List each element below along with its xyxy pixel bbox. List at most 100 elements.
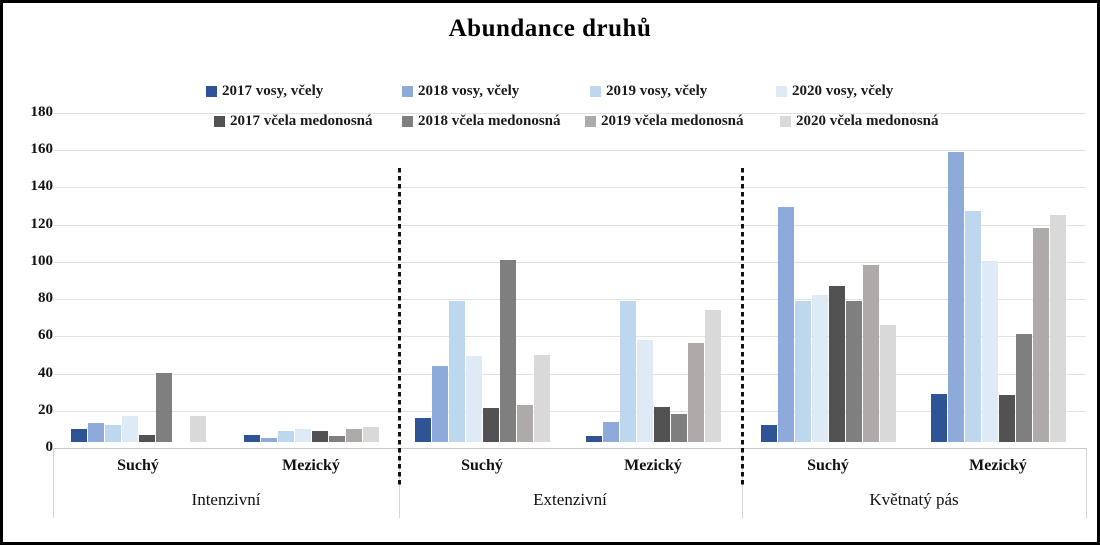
bar: [329, 436, 345, 442]
bar-cluster-květnatý-pás-suchý: [761, 96, 896, 442]
category-label: Suchý: [461, 457, 503, 474]
bar: [863, 265, 879, 442]
group-label: Intenzivní: [191, 490, 261, 509]
bar: [671, 414, 687, 442]
gridline: [53, 224, 1086, 226]
y-axis-tick-label: 100: [30, 252, 54, 269]
bar: [948, 152, 964, 442]
axis-band-border: [1086, 448, 1087, 518]
bar: [88, 423, 104, 442]
legend-swatch-icon: [776, 85, 787, 97]
y-axis-tick-label: 160: [30, 141, 54, 158]
bar: [517, 405, 533, 442]
bar: [415, 418, 431, 442]
legend-label: 2018 vosy, včely: [418, 82, 520, 99]
y-axis-tick-label: 140: [30, 178, 54, 195]
gridline: [53, 150, 1086, 152]
legend-swatch-icon: [206, 85, 217, 97]
bar: [278, 431, 294, 442]
bar: [1050, 215, 1066, 442]
bar: [71, 429, 87, 442]
legend-swatch-icon: [585, 115, 596, 127]
bar: [449, 301, 465, 442]
bar: [778, 207, 794, 442]
legend-label: 2017 včela medonosná: [230, 112, 373, 129]
legend-swatch-icon: [780, 115, 791, 127]
legend-label: 2018 včela medonosná: [418, 112, 561, 129]
legend-label: 2017 vosy, včely: [222, 82, 324, 99]
bar: [534, 355, 550, 442]
group-label: Extenzivní: [533, 490, 607, 509]
legend-label: 2020 vosy, včely: [792, 82, 894, 99]
bar: [705, 310, 721, 442]
gridline: [53, 410, 1086, 412]
gridline: [53, 261, 1086, 263]
bar: [931, 394, 947, 442]
y-axis-tick-label: 20: [38, 401, 53, 418]
bar: [999, 395, 1015, 442]
bar: [982, 261, 998, 442]
bar: [795, 301, 811, 442]
legend-label: 2019 včela medonosná: [601, 112, 744, 129]
y-axis-tick-label: 180: [30, 104, 54, 120]
y-axis-tick-label: 40: [38, 364, 53, 381]
category-label: Suchý: [807, 457, 849, 474]
bar: [880, 325, 896, 442]
bar: [761, 425, 777, 442]
x-axis-line: [53, 448, 1086, 449]
bar: [466, 356, 482, 442]
bar: [603, 422, 619, 442]
bar: [156, 373, 172, 442]
bar-cluster-intenzivní-mezický: [244, 96, 379, 442]
bar: [483, 408, 499, 442]
y-axis-tick-label: 80: [38, 290, 53, 307]
bar: [1016, 334, 1032, 442]
bar: [295, 429, 311, 442]
group-label: Květnatý pás: [869, 490, 959, 509]
bar: [244, 435, 260, 442]
bar: [346, 429, 362, 442]
bar: [363, 427, 379, 442]
bar: [500, 260, 516, 442]
legend-item: 2019 vosy, včely: [590, 83, 707, 99]
bar: [122, 416, 138, 442]
gridline: [53, 373, 1086, 375]
bar: [688, 343, 704, 442]
legend-item: 2017 vosy, včely: [206, 83, 323, 99]
axis-band-border: [53, 448, 54, 518]
legend-swatch-icon: [402, 85, 413, 97]
y-axis-tick-label: 0: [45, 439, 54, 455]
gridline: [53, 187, 1086, 189]
dashed-separator: [741, 168, 744, 486]
bar-cluster-extenzivní-mezický: [586, 96, 721, 442]
gridline: [53, 113, 1086, 114]
bar: [812, 295, 828, 442]
bar: [586, 436, 602, 442]
bar: [1033, 228, 1049, 442]
bar: [637, 340, 653, 442]
y-axis-tick-label: 120: [30, 215, 54, 232]
legend-item: 2020 vosy, včely: [776, 83, 893, 99]
category-label: Mezický: [282, 457, 340, 474]
bar: [312, 431, 328, 442]
y-axis-tick-label: 60: [38, 327, 53, 344]
bar: [139, 435, 155, 442]
bar: [190, 416, 206, 442]
legend-label: 2020 včela medonosná: [796, 112, 939, 129]
bar: [654, 407, 670, 442]
gridline: [53, 299, 1086, 301]
legend-item: 2018 vosy, včely: [402, 83, 519, 99]
bar: [432, 366, 448, 442]
bar: [846, 301, 862, 442]
legend-item: 2018 včela medonosná: [402, 113, 561, 129]
dashed-separator: [398, 168, 401, 486]
chart-title: Abundance druhů: [448, 15, 652, 42]
legend-swatch-icon: [214, 115, 225, 127]
bar: [105, 425, 121, 442]
bar: [261, 438, 277, 442]
legend-item: 2020 včela medonosná: [780, 113, 939, 129]
category-label: Suchý: [117, 457, 159, 474]
bar-cluster-extenzivní-suchý: [415, 96, 550, 442]
legend-swatch-icon: [402, 115, 413, 127]
